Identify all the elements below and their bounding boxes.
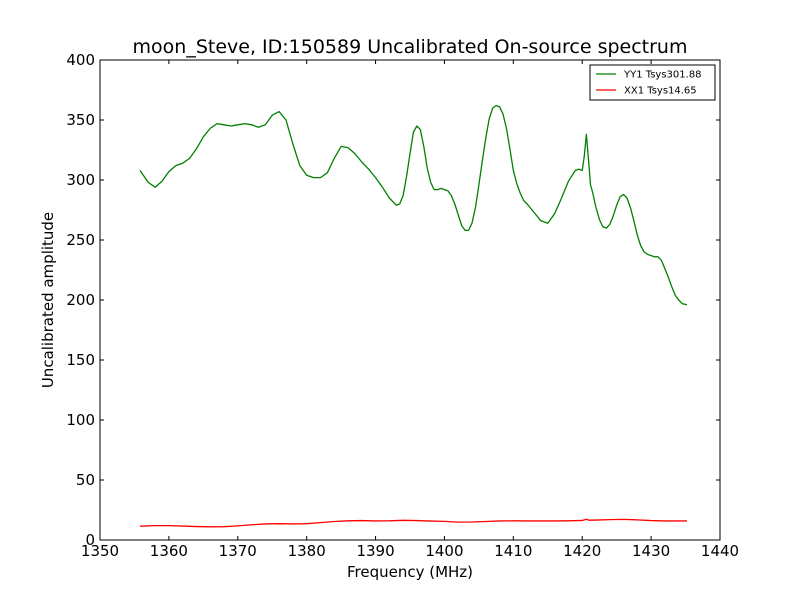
x-axis-label: Frequency (MHz) <box>347 563 473 581</box>
series-layer <box>139 104 688 528</box>
x-axis: 1350 1360 1370 1380 1390 1400 1410 1420 1430 1440 <box>81 60 739 560</box>
y-tick-label: 0 <box>85 531 95 549</box>
x-tick-label: 1430 <box>632 542 670 560</box>
y-tick-label: 150 <box>66 351 95 369</box>
y-axis-label: Uncalibrated amplitude <box>39 212 57 388</box>
y-axis: 0 50 100 150 200 250 300 350 400 <box>66 51 720 549</box>
y-tick-label: 350 <box>66 111 95 129</box>
x-tick-label: 1400 <box>425 542 463 560</box>
y-tick-label: 100 <box>66 411 95 429</box>
y-tick-label: 250 <box>66 231 95 249</box>
legend-label-yy1: YY1 Tsys301.88 <box>623 70 702 81</box>
x-tick-label: 1370 <box>219 542 257 560</box>
x-tick-label: 1420 <box>563 542 601 560</box>
y-tick-label: 50 <box>76 471 95 489</box>
x-tick-label: 1360 <box>150 542 188 560</box>
legend: YY1 Tsys301.88 XX1 Tsys14.65 <box>589 64 716 101</box>
x-tick-label: 1410 <box>494 542 532 560</box>
x-tick-label: 1440 <box>701 542 739 560</box>
x-tick-label: 1350 <box>81 542 119 560</box>
x-tick-label: 1390 <box>356 542 394 560</box>
series-line-yy1 <box>139 104 688 306</box>
x-tick-label: 1380 <box>288 542 326 560</box>
y-tick-label: 400 <box>66 51 95 69</box>
legend-box <box>589 64 716 101</box>
legend-label-xx1: XX1 Tsys14.65 <box>624 86 697 97</box>
series-line-xx1 <box>139 518 687 528</box>
chart-title: moon_Steve, ID:150589 Uncalibrated On-so… <box>133 36 688 58</box>
y-tick-label: 300 <box>66 171 95 189</box>
y-tick-label: 200 <box>66 291 95 309</box>
plot-area <box>139 104 688 528</box>
